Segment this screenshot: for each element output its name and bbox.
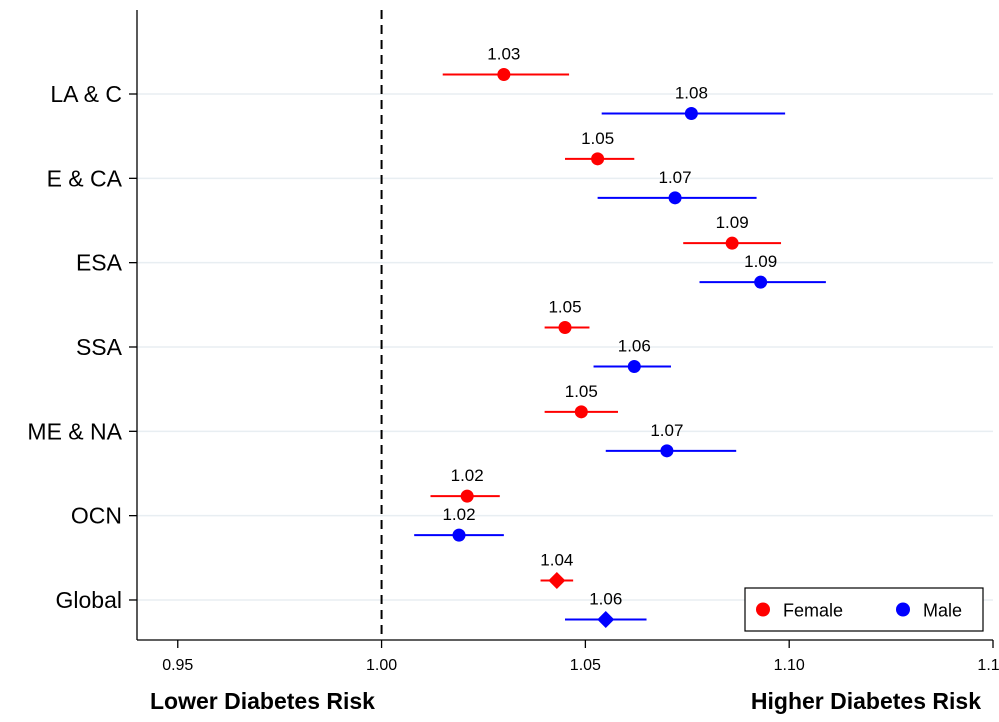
female-value-label: 1.05 [548,297,581,316]
female-point [460,489,474,503]
y-axis: LA & C E & CA ESA SSA ME & NA OCN Global [27,81,137,613]
x-tick-label: 1.05 [570,657,601,674]
x-axis: 0.95 1.00 1.05 1.10 1.15 [162,640,999,674]
female-point [725,236,739,250]
y-tick-label: OCN [71,503,122,529]
male-value-label: 1.09 [744,252,777,271]
y-tick-label: SSA [76,334,123,360]
male-value-label: 1.08 [675,84,708,103]
female-value-label: 1.04 [540,550,573,569]
female-point [574,405,588,419]
male-value-label: 1.06 [618,336,651,355]
x-tick-label: 1.10 [774,657,805,674]
series-marks: 1.03 1.05 1.09 1.05 1.05 1.02 1.04 1.08 1.07 1.09… [414,45,826,628]
y-tick-label: Global [56,587,122,613]
plot-frame [136,10,993,641]
y-tick-label: ESA [76,250,123,276]
male-point [597,610,615,628]
x-tick-label: 1.00 [366,657,397,674]
female-point [548,571,566,589]
footer-right-label: Higher Diabetes Risk [750,688,981,714]
male-value-label: 1.07 [650,421,683,440]
male-point [627,359,641,373]
legend-box [744,587,984,632]
legend-marker-female [756,602,770,617]
female-point [558,320,572,334]
male-point [684,107,698,120]
legend: Female Male [744,587,984,632]
gridlines [137,93,993,601]
legend-label-female: Female [783,601,843,621]
x-tick-label: 1.15 [977,657,999,674]
y-tick-label: ME & NA [27,418,122,444]
male-value-label: 1.07 [659,168,692,187]
male-point [668,191,682,205]
legend-marker-male [896,602,910,617]
x-tick-label: 0.95 [162,657,193,674]
male-point [660,444,674,458]
female-value-label: 1.09 [716,213,749,232]
male-point [452,528,466,542]
footer-left-label: Lower Diabetes Risk [150,688,375,714]
male-value-label: 1.02 [442,505,475,524]
female-point [497,68,511,81]
male-point [754,275,768,289]
male-value-label: 1.06 [589,589,622,608]
female-point [591,152,605,166]
female-value-label: 1.05 [581,129,614,148]
female-value-label: 1.02 [451,466,484,485]
female-value-label: 1.05 [565,382,598,401]
y-tick-label: E & CA [47,165,123,191]
y-tick-label: LA & C [50,81,122,107]
female-value-label: 1.03 [487,45,520,64]
legend-label-male: Male [923,601,962,621]
